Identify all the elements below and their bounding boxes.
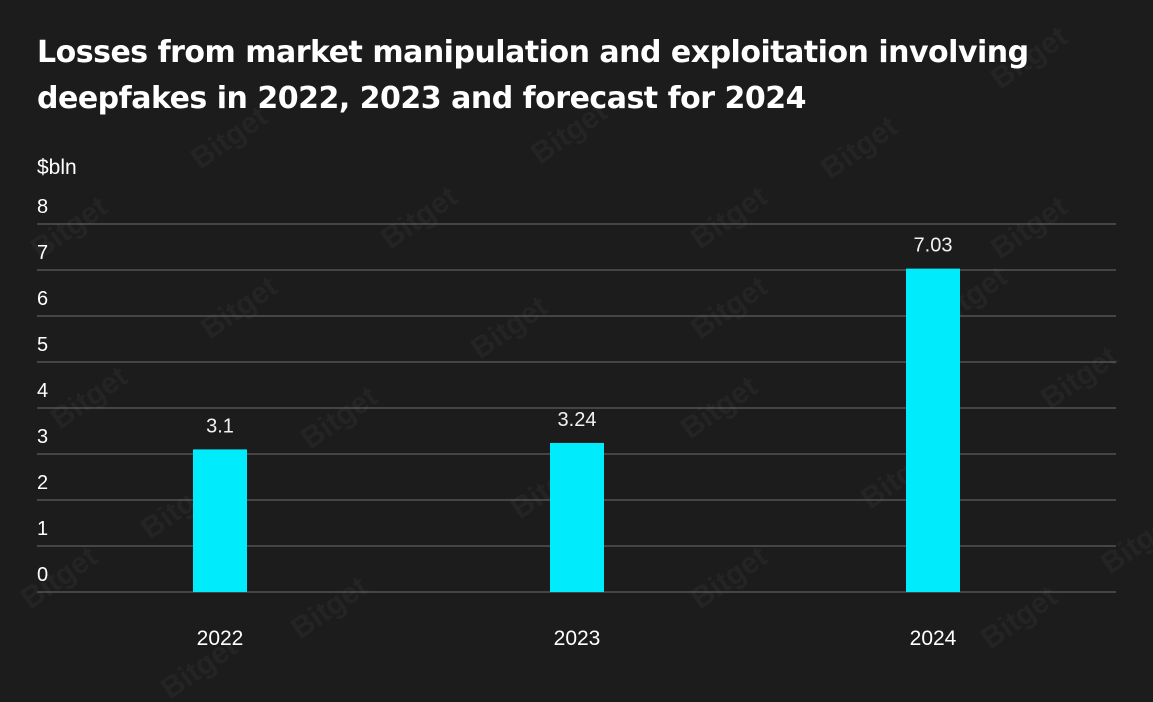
chart-title: Losses from market manipulation and expl…: [37, 35, 1029, 116]
watermark-text: Bitget: [525, 95, 614, 171]
y-tick-label-6: 6: [37, 288, 48, 310]
watermark-text: Bitget: [685, 540, 774, 616]
bar-2024: [906, 268, 960, 592]
y-tick-label-5: 5: [37, 334, 48, 356]
watermark-text: Bitget: [185, 100, 274, 176]
y-tick-label-3: 3: [37, 426, 48, 448]
watermark-text: Bitget: [685, 180, 774, 256]
watermark-text: Bitget: [815, 110, 904, 186]
bars: [193, 268, 960, 592]
watermark-text: Bitget: [375, 180, 464, 256]
watermark-text: Bitget: [985, 20, 1074, 96]
y-tick-label-0: 0: [37, 564, 48, 586]
bar-2022: [193, 449, 247, 592]
value-label-2024: 7.03: [914, 235, 953, 257]
watermark-text: Bitget: [975, 580, 1064, 656]
x-tick-label-2023: 2023: [554, 627, 601, 650]
y-tick-label-7: 7: [37, 242, 48, 264]
watermark-text: Bitget: [685, 270, 774, 346]
watermark-text: Bitget: [465, 290, 554, 366]
x-tick-label-2024: 2024: [910, 627, 957, 650]
value-label-2023: 3.24: [558, 409, 597, 431]
x-tick-label-2022: 2022: [197, 627, 244, 650]
watermark-text: Bitget: [195, 270, 284, 346]
value-labels: 3.1 3.24 7.03: [206, 235, 952, 438]
x-axis-categories: 2022 2023 2024: [197, 627, 957, 650]
watermark-text: Bitget: [285, 570, 374, 646]
y-tick-label-2: 2: [37, 472, 48, 494]
watermark-text: Bitget: [985, 190, 1074, 266]
y-axis-unit-label: $bln: [37, 156, 77, 179]
watermark-text: Bitget: [295, 380, 384, 456]
bar-2023: [550, 442, 604, 592]
watermark-text: Bitget: [1035, 340, 1124, 416]
y-tick-label-4: 4: [37, 380, 48, 402]
watermark-text: Bitget: [15, 540, 104, 616]
y-axis-ticks: 0 1 2 3 4 5 6 7 8: [37, 196, 48, 586]
watermark-text: Bitget: [45, 360, 134, 436]
y-tick-label-1: 1: [37, 518, 48, 540]
y-tick-label-8: 8: [37, 196, 48, 218]
value-label-2022: 3.1: [206, 415, 234, 437]
watermark-text: Bitget: [1095, 505, 1153, 581]
